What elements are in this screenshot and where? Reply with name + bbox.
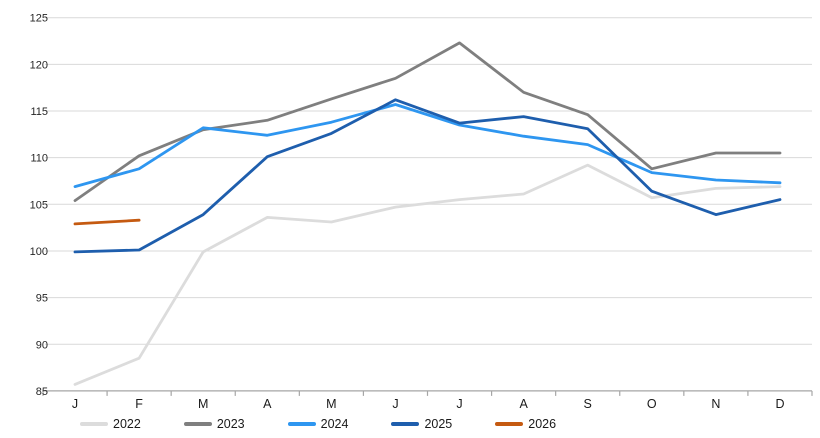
x-tick-label: O [647, 397, 657, 411]
y-tick-label: 90 [36, 339, 48, 351]
legend-item-2024: 2024 [287, 416, 349, 431]
x-tick-label: S [584, 397, 592, 411]
series-line-2026 [73, 218, 141, 226]
legend-label: 2022 [113, 416, 141, 431]
legend-item-2025: 2025 [391, 418, 452, 431]
y-tick-label: 95 [36, 293, 48, 305]
y-tick-label: 125 [30, 13, 48, 25]
y-tick-label: 85 [36, 386, 48, 398]
y-tick-label: 105 [30, 199, 48, 211]
legend-label: 2026 [528, 416, 557, 431]
x-tick-label: D [775, 397, 784, 411]
y-tick-label: 100 [30, 246, 48, 258]
x-tick-label: J [456, 397, 462, 411]
x-tick-label: M [198, 397, 208, 411]
legend-item-2023: 2023 [183, 416, 245, 431]
legend-label: 2023 [216, 416, 245, 431]
y-tick-label: 110 [30, 153, 48, 165]
series-lines [73, 41, 782, 386]
x-tick-label: F [135, 397, 143, 411]
y-tick-label: 115 [30, 106, 48, 118]
legend-item-2026: 2026 [495, 418, 556, 431]
gridlines [45, 17, 812, 345]
legend-swatch-2026 [495, 422, 524, 426]
series-line-2024 [73, 103, 782, 189]
x-tick-label: N [711, 397, 720, 411]
y-tick-label: 120 [30, 59, 48, 71]
series-line-2025 [73, 98, 782, 254]
x-tick-label: J [392, 397, 398, 411]
legend-swatch-2025 [391, 422, 420, 426]
x-tick-label: J [72, 397, 78, 411]
legend-swatch-2023 [183, 422, 212, 426]
x-tick-label: A [519, 397, 528, 411]
series-line-2023 [73, 41, 782, 203]
legend-item-2022: 2022 [80, 418, 141, 431]
x-axis [42, 390, 813, 396]
legend-label: 2024 [320, 416, 349, 431]
x-tick-label: A [263, 397, 272, 411]
legend-swatch-2022 [80, 422, 108, 426]
y-axis-labels: 125 120 115 110 105 100 95 90 85 [30, 13, 48, 398]
x-tick-label: M [326, 397, 336, 411]
legend-label: 2025 [424, 416, 453, 431]
legend-swatch-2024 [287, 422, 316, 426]
chart-legend: 2022 2023 2024 2025 2026 [80, 414, 556, 434]
